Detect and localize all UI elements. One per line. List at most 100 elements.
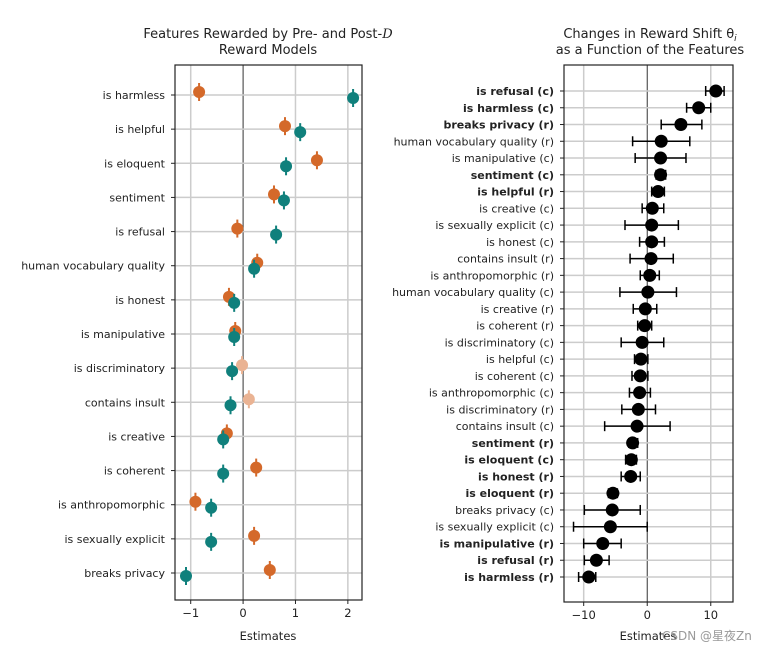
right-xlabel: Estimates: [620, 629, 677, 643]
estimate-point: [603, 520, 617, 534]
feature-label: is discriminatory (c): [445, 336, 554, 349]
estimate-point: [674, 118, 688, 132]
category-label: is sexually explicit: [64, 533, 165, 546]
feature-label: is coherent (r): [476, 320, 554, 333]
x-tick-label: −10: [572, 608, 596, 622]
estimate-point: [644, 252, 658, 266]
post-point: [205, 501, 218, 514]
feature-label: is harmless (r): [464, 571, 554, 584]
estimate-point: [645, 218, 659, 232]
post-point: [294, 126, 307, 139]
feature-label: is harmless (c): [463, 102, 554, 115]
x-tick-label: 0: [239, 606, 246, 620]
pre-point: [263, 564, 276, 576]
estimate-point: [630, 419, 644, 433]
post-point: [180, 570, 192, 582]
feature-label: is refusal (c): [476, 85, 554, 98]
feature-label: is sexually explicit (c): [435, 521, 554, 534]
category-label: is coherent: [104, 465, 166, 478]
estimate-point: [631, 402, 645, 416]
left-chart: Features Rewarded by Pre- and Post-D Rew…: [21, 27, 393, 643]
post-point: [270, 228, 283, 241]
right-title-line1: Changes in Reward Shift θi: [563, 27, 737, 44]
estimate-point: [645, 201, 659, 215]
feature-label: is honest (r): [478, 470, 554, 483]
plot-frame: [174, 64, 363, 601]
post-point: [226, 365, 239, 378]
estimate-point: [624, 469, 638, 483]
feature-label: is creative (c): [479, 202, 554, 215]
pre-point: [250, 461, 263, 474]
estimate-point: [692, 101, 706, 115]
category-label: is manipulative: [81, 328, 165, 341]
estimate-point: [624, 453, 638, 467]
watermark: CSDN @星夜Zn: [662, 628, 752, 643]
pre-point: [242, 393, 255, 406]
pre-point: [268, 188, 280, 201]
feature-label: is creative (r): [481, 303, 554, 316]
category-label: sentiment: [109, 191, 165, 204]
feature-label: is coherent (c): [475, 370, 554, 383]
estimate-point: [654, 151, 668, 165]
post-point: [205, 535, 218, 548]
estimate-point: [654, 134, 668, 148]
estimate-point: [633, 386, 647, 400]
feature-label: is manipulative (r): [439, 537, 554, 550]
feature-label: breaks privacy (c): [455, 504, 554, 517]
estimate-point: [582, 570, 596, 584]
pre-point: [193, 86, 206, 98]
feature-label: is discriminatory (r): [446, 403, 554, 416]
category-label: is discriminatory: [74, 362, 166, 375]
pre-point: [279, 120, 291, 133]
left-xlabel: Estimates: [240, 629, 297, 643]
feature-label: is refusal (r): [477, 554, 554, 567]
pre-point: [236, 359, 249, 372]
feature-label: is honest (c): [486, 236, 554, 249]
post-point: [228, 296, 241, 309]
feature-label: contains insult (c): [456, 420, 554, 433]
estimate-point: [596, 536, 610, 550]
feature-label: sentiment (c): [471, 169, 554, 182]
category-label: human vocabulary quality: [21, 260, 165, 273]
feature-label: breaks privacy (r): [443, 119, 554, 132]
left-title-line2: Reward Models: [219, 43, 318, 58]
feature-label: is anthropomorphic (r): [430, 269, 554, 282]
estimate-point: [634, 352, 648, 366]
estimate-point: [651, 185, 665, 199]
category-label: is anthropomorphic: [58, 499, 165, 512]
left-title-line1: Features Rewarded by Pre- and Post-D: [143, 27, 393, 42]
feature-label: is eloquent (r): [466, 487, 555, 500]
estimate-point: [654, 168, 668, 182]
estimate-point: [633, 369, 647, 383]
feature-label: is sexually explicit (c): [435, 219, 554, 232]
estimate-point: [645, 235, 659, 249]
x-tick-label: 0: [644, 608, 651, 622]
feature-label: human vocabulary quality (r): [394, 135, 554, 148]
pre-point: [189, 495, 202, 508]
feature-label: is helpful (c): [486, 353, 554, 366]
pre-point: [248, 529, 261, 542]
feature-label: human vocabulary quality (c): [392, 286, 554, 299]
x-tick-label: 1: [292, 606, 299, 620]
category-label: is honest: [115, 294, 165, 307]
estimate-point: [638, 302, 652, 316]
x-tick-label: 2: [344, 606, 351, 620]
post-point: [347, 92, 360, 104]
category-label: is helpful: [115, 123, 165, 136]
pre-point: [310, 154, 323, 167]
post-point: [277, 194, 290, 207]
estimate-point: [606, 486, 620, 500]
right-chart: Changes in Reward Shift θi as a Function…: [392, 27, 744, 643]
post-point: [217, 467, 230, 480]
category-label: is creative: [108, 430, 165, 443]
estimate-point: [635, 335, 649, 349]
x-tick-label: −1: [182, 606, 199, 620]
post-point: [248, 262, 261, 275]
right-title-line2: as a Function of the Features: [556, 43, 745, 58]
estimate-point: [709, 84, 723, 98]
category-label: is refusal: [115, 226, 165, 239]
post-point: [224, 399, 237, 412]
estimate-point: [626, 436, 640, 450]
pre-point: [231, 222, 244, 235]
